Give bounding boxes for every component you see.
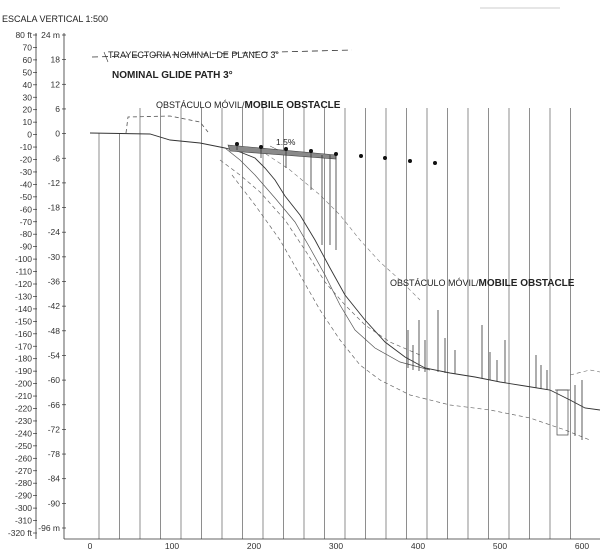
x-tick-label: 100 (165, 541, 179, 551)
x-tick-group: 0 100 200 300 400 500 600 (88, 541, 590, 551)
meter-tick-label: -18 (48, 203, 61, 213)
mobile-obstacle-right-label: OBSTÁCULO MÓVIL/MOBILE OBSTACLE (390, 278, 575, 289)
feet-tick-label: -210 (15, 391, 32, 401)
mobile-obstacle-right-en: MOBILE OBSTACLE (479, 278, 575, 289)
x-tick-label: 400 (411, 541, 425, 551)
x-tick-label: 300 (329, 541, 343, 551)
glide-path-label-es: TRAYECTORIA NOMINAL DE PLANEO 3° (108, 50, 279, 60)
feet-tick-label: -160 (15, 329, 32, 339)
meter-tick-label: -54 (48, 350, 61, 360)
meter-tick-label: -72 (48, 424, 61, 434)
mobile-obstacle-envelope-left (125, 115, 209, 134)
meter-tick-label: 6 (55, 104, 60, 114)
meter-tick-group: 24 m 18 12 6 0 -6 -12 -18 -24 -30 -36 -42 -48 -54 -60 -… (38, 30, 66, 533)
vertical-scale-label: ESCALA VERTICAL 1:500 (2, 14, 108, 24)
mobile-obstacle-top-label: OBSTÁCULO MÓVIL/MOBILE OBSTACLE (156, 100, 341, 111)
vertical-grid-lines (98, 108, 571, 539)
slope-leader (269, 145, 279, 151)
feet-tick-label: 80 ft (15, 30, 32, 40)
meter-tick-label: -30 (48, 252, 61, 262)
meter-tick-label: 12 (51, 79, 61, 89)
feet-tick-label: -270 (15, 466, 32, 476)
feet-tick-label: -310 (15, 516, 32, 526)
x-tick-label: 600 (575, 541, 589, 551)
mobile-obstacle-top-es: OBSTÁCULO MÓVIL/ (156, 100, 245, 110)
feet-tick-label: 60 (23, 55, 33, 65)
feet-tick-label: -10 (20, 142, 33, 152)
feet-tick-label: -170 (15, 341, 32, 351)
feet-tick-label: -20 (20, 155, 33, 165)
feet-tick-label: 50 (23, 67, 33, 77)
feet-tick-label: -50 (20, 192, 33, 202)
mobile-obstacle-envelope-mid (219, 159, 421, 356)
glide-path-label-en: NOMINAL GLIDE PATH 3° (112, 70, 233, 81)
meter-tick-label: 0 (55, 129, 60, 139)
meter-tick-label: -96 m (38, 523, 60, 533)
meter-tick-label: -24 (48, 227, 61, 237)
terrain-profile-lower (224, 147, 431, 371)
feet-tick-label: 20 (23, 105, 33, 115)
feet-tick-label: 30 (23, 92, 33, 102)
feet-tick-label: -240 (15, 428, 32, 438)
meter-tick-label: -84 (48, 474, 61, 484)
feet-tick-label: -200 (15, 379, 32, 389)
mobile-obstacle-right-es: OBSTÁCULO MÓVIL/ (390, 278, 479, 288)
feet-tick-label: -320 ft (8, 528, 33, 538)
feet-tick-label: -30 (20, 167, 33, 177)
feet-tick-label: -180 (15, 354, 32, 364)
feet-tick-label: -280 (15, 478, 32, 488)
feet-tick-label: -220 (15, 404, 32, 414)
feet-tick-label: 70 (23, 42, 33, 52)
meter-tick-label: -6 (52, 153, 60, 163)
feet-tick-label: -80 (20, 229, 33, 239)
x-tick-label: 200 (247, 541, 261, 551)
meter-tick-label: -90 (48, 498, 61, 508)
feet-tick-label: -120 (15, 279, 32, 289)
feet-tick-label: -140 (15, 304, 32, 314)
meter-tick-label: -12 (48, 178, 61, 188)
approach-light-dots (235, 142, 437, 165)
feet-tick-label: -90 (20, 242, 33, 252)
meter-tick-label: -66 (48, 400, 61, 410)
glide-path-line (91, 49, 353, 58)
terrain-profile-line (89, 132, 601, 411)
x-tick-label: 500 (493, 541, 507, 551)
meter-tick-label: -60 (48, 375, 61, 385)
feet-tick-label: -70 (20, 217, 33, 227)
vegetation-spikes (407, 310, 583, 440)
runway-end-block (227, 144, 337, 160)
mobile-obstacle-envelope-upper (259, 149, 421, 301)
feet-tick-label: -250 (15, 441, 32, 451)
x-tick-label: 0 (88, 541, 93, 551)
meter-tick-label: 24 m (41, 30, 60, 40)
approach-light-poles (236, 145, 337, 250)
meter-tick-label: -78 (48, 449, 61, 459)
feet-tick-label: -260 (15, 453, 32, 463)
feet-tick-label: -150 (15, 316, 32, 326)
meter-tick-label: 18 (51, 55, 61, 65)
feet-tick-label: -290 (15, 491, 32, 501)
feet-tick-label: -300 (15, 503, 32, 513)
glide-path-leader (103, 51, 109, 63)
feet-tick-label: -40 (20, 179, 33, 189)
feet-tick-label: 10 (23, 117, 33, 127)
feet-tick-label: -130 (15, 291, 32, 301)
feet-tick-group: 80 ft 70 60 50 40 30 20 10 0 -10 -20 -30 -40 -50 -60 -7… (8, 30, 37, 538)
meter-tick-label: -36 (48, 277, 61, 287)
feet-tick-label: -230 (15, 416, 32, 426)
mobile-obstacle-envelope-lower (231, 174, 591, 441)
mobile-obstacle-top-en: MOBILE OBSTACLE (245, 100, 341, 111)
meter-tick-label: -42 (48, 301, 61, 311)
feet-tick-label: 0 (27, 130, 32, 140)
meter-tick-label: -48 (48, 326, 61, 336)
slope-label: 1.5% (276, 137, 296, 147)
mobile-obstacle-envelope-right (569, 369, 601, 376)
feet-tick-label: 40 (23, 80, 33, 90)
feet-tick-label: -190 (15, 366, 32, 376)
feet-tick-label: -100 (15, 254, 32, 264)
feet-tick-label: -60 (20, 204, 33, 214)
feet-tick-label: -110 (16, 267, 33, 277)
